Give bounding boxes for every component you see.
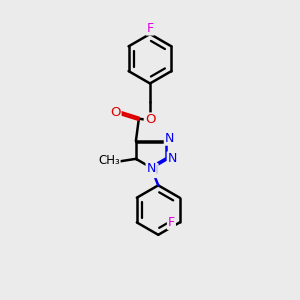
- Text: N: N: [146, 162, 156, 175]
- Text: O: O: [145, 113, 155, 127]
- Text: F: F: [168, 216, 175, 229]
- Text: N: N: [148, 164, 158, 177]
- Text: F: F: [146, 22, 154, 34]
- Text: N: N: [168, 152, 177, 165]
- Text: O: O: [110, 106, 121, 119]
- Text: N: N: [165, 132, 174, 145]
- Text: CH₃: CH₃: [98, 154, 120, 166]
